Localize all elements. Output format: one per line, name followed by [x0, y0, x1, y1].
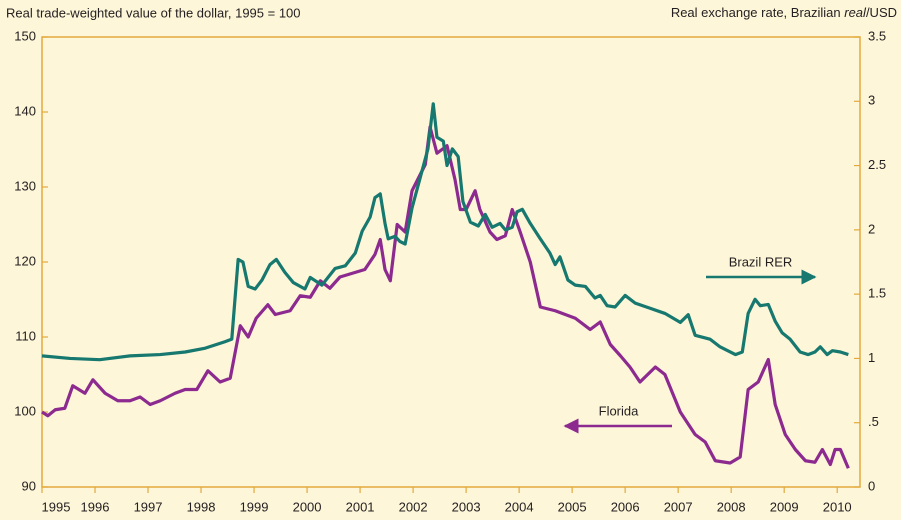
x-tick-label: 2006	[611, 499, 640, 514]
y2-tick-label: .5	[868, 414, 879, 429]
x-tick-label: 2010	[823, 499, 852, 514]
x-tick-label: 1996	[81, 499, 110, 514]
y2-tick-label: 1.5	[868, 286, 886, 301]
x-tick-label: 2000	[293, 499, 322, 514]
y2-tick-label: 3.5	[868, 28, 886, 43]
series-line	[41, 125, 850, 469]
x-tick-label: 2007	[664, 499, 693, 514]
y2-axis-title: Real exchange rate, Brazilian real/USD	[671, 5, 897, 20]
y2-title-part: /USD	[866, 5, 897, 20]
x-tick-label: 2002	[399, 499, 428, 514]
y-tick-label: 120	[14, 253, 36, 268]
x-tick-label: 2005	[558, 499, 587, 514]
x-tick-label: 2008	[717, 499, 746, 514]
series-line	[41, 102, 849, 362]
y2-tick-label: 2.5	[868, 157, 886, 172]
y2-title-part: real	[844, 5, 867, 20]
x-tick-label: 1999	[240, 499, 269, 514]
x-tick-label: 1995	[42, 499, 71, 514]
x-tick-label: 2003	[452, 499, 481, 514]
series-label: Florida	[599, 403, 640, 418]
y-tick-label: 90	[22, 478, 36, 493]
y-tick-label: 110	[15, 328, 36, 343]
y-tick-label: 130	[14, 178, 36, 193]
x-tick-label: 2004	[505, 499, 534, 514]
y-axis-title: Real trade-weighted value of the dollar,…	[6, 5, 301, 20]
series-label: Brazil RER	[729, 254, 793, 269]
y-tick-label: 100	[14, 403, 36, 418]
y2-tick-label: 0	[868, 478, 875, 493]
x-tick-label: 1998	[187, 499, 216, 514]
x-tick-label: 1997	[134, 499, 163, 514]
x-tick-label: 2001	[346, 499, 375, 514]
y2-tick-label: 1	[868, 350, 875, 365]
y-tick-label: 140	[14, 103, 36, 118]
y2-tick-label: 3	[868, 93, 875, 108]
y2-tick-label: 2	[868, 221, 875, 236]
x-tick-label: 2009	[770, 499, 799, 514]
y2-title-part: Real exchange rate, Brazilian	[671, 5, 844, 20]
y-tick-label: 150	[14, 28, 36, 43]
